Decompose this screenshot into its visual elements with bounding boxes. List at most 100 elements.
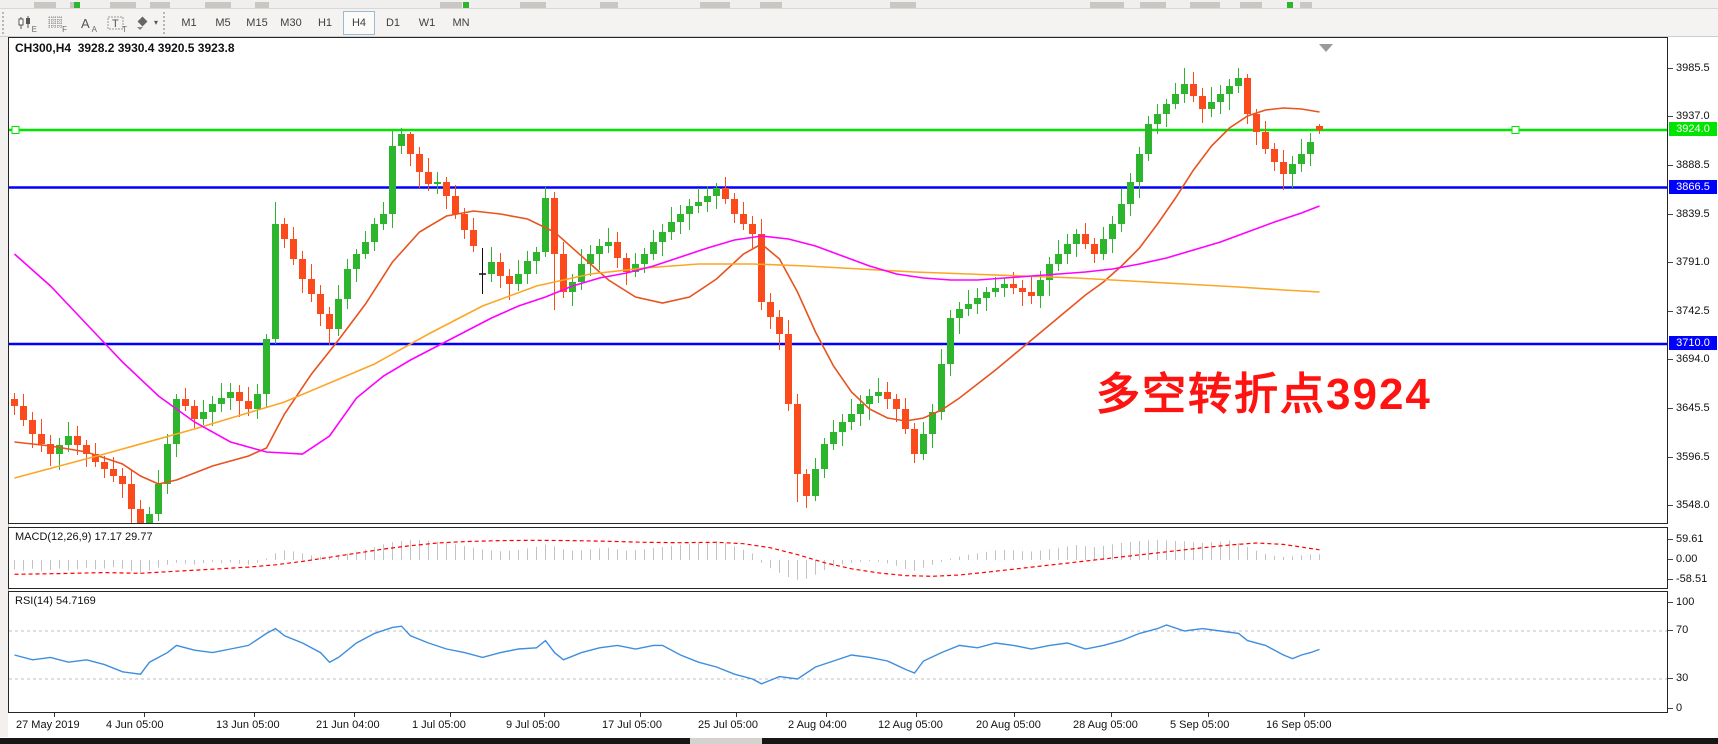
price-tick-3839.5: 3839.5	[1676, 207, 1710, 220]
toolbar-fragment	[255, 2, 269, 8]
timeframe-button-d1[interactable]: D1	[385, 16, 401, 29]
tool-badge: E	[31, 24, 37, 34]
chart-text-annotation[interactable]: 多空转折点3924	[1096, 370, 1432, 419]
time-label: 17 Jul 05:00	[602, 719, 662, 731]
time-tick	[54, 713, 55, 717]
objects-arrows-icon	[136, 16, 148, 30]
price-tick-3791-tick	[1668, 262, 1673, 263]
time-label: 21 Jun 04:00	[316, 719, 380, 731]
macd-tick--58.51-tick	[1668, 578, 1673, 580]
objects-arrows-button[interactable]: ▾	[132, 11, 160, 35]
rsi-tick-30: 30	[1676, 672, 1689, 684]
time-label: 13 Jun 05:00	[216, 719, 280, 731]
macd-indicator-panel[interactable]: MACD(12,26,9) 17.17 29.77	[8, 527, 1668, 589]
tool-badge: A	[91, 24, 97, 34]
timeframe-button-m5[interactable]: M5	[215, 16, 231, 29]
toolbar-fragment	[1190, 2, 1220, 8]
timeframe-button-w1[interactable]: W1	[418, 16, 436, 29]
horizontal-line-objects[interactable]	[9, 126, 1667, 346]
toolbar-grip[interactable]	[163, 11, 172, 34]
ma-slow-magenta	[13, 205, 1320, 455]
rsi-tick-70-tick	[1668, 630, 1673, 631]
toolbar-fragment	[205, 2, 231, 8]
timeframe-button-m1[interactable]: M1	[181, 16, 197, 29]
macd-signal-line	[14, 539, 1320, 577]
price-tag-3710.0: 3710.0	[1669, 336, 1717, 350]
rsi-tick-0-tick	[1668, 708, 1673, 709]
text-annotation-icon: A	[81, 16, 90, 31]
chart-candlestick-button[interactable]: E	[12, 11, 40, 35]
time-tick	[640, 713, 641, 717]
price-chart-panel[interactable]: CH300,H4 3928.2 3930.4 3920.5 3923.8	[8, 37, 1668, 524]
time-label: 16 Sep 05:00	[1266, 719, 1332, 731]
bottom-cut-strip	[0, 738, 1718, 744]
price-tick-3742.5-tick	[1668, 310, 1673, 312]
price-tick-3548: 3548.0	[1676, 499, 1710, 511]
rsi-tick-30-tick	[1668, 678, 1673, 679]
text-label-icon: T	[107, 16, 124, 30]
time-label: 25 Jul 05:00	[698, 719, 758, 731]
time-label: 27 May 2019	[16, 719, 80, 731]
grid-icon	[48, 16, 62, 28]
price-tick-3645.5: 3645.5	[1676, 401, 1710, 414]
time-tick	[254, 713, 255, 717]
toolbar-fragment	[1300, 2, 1312, 8]
toolbar-fragment-green	[74, 2, 80, 8]
bottom-strip-segment	[690, 738, 762, 744]
timeframe-button-m15[interactable]: M15	[246, 16, 268, 29]
time-tick	[144, 713, 145, 717]
toolbar-fragment	[1090, 2, 1124, 8]
macd-tick--58.51: -58.51	[1676, 572, 1708, 585]
rsi-indicator-panel[interactable]: RSI(14) 54.7169	[8, 591, 1668, 713]
ma-fast-red	[14, 107, 1320, 485]
toolbar-fragment	[700, 2, 730, 8]
toolbar-fragment	[34, 2, 56, 8]
timeframe-button-h1[interactable]: H1	[317, 16, 333, 29]
toolbar-fragment	[600, 2, 618, 8]
time-label: 28 Aug 05:00	[1073, 719, 1138, 731]
timeframe-button-m30[interactable]: M30	[280, 16, 302, 29]
toolbar-grip[interactable]	[2, 11, 11, 34]
chart-shift-triangle-icon[interactable]	[1319, 44, 1333, 52]
timeframe-button-group: M1 M5 M15 M30 H1 H4 D1 W1 MN	[172, 10, 478, 35]
time-label: 4 Jun 05:00	[106, 719, 164, 731]
chart-title: CH300,H4 3928.2 3930.4 3920.5 3923.8	[15, 41, 235, 55]
macd-tick-59.61: 59.61	[1676, 532, 1704, 545]
rsi-tick-70: 70	[1676, 624, 1689, 636]
macd-tick-59.61-tick	[1668, 538, 1673, 540]
price-tick-3548-tick	[1668, 505, 1673, 506]
price-tag-3924.0: 3924.0	[1669, 122, 1717, 136]
upper-toolbar-cut-strip	[0, 0, 1718, 9]
toolbar-fragment	[890, 2, 916, 8]
price-tick-3985.5-tick	[1668, 67, 1673, 69]
rsi-line	[14, 624, 1320, 685]
toolbar-fragment	[760, 2, 782, 8]
price-axis[interactable]: 3985.5 3937.0 3888.5 3839.5 3791.0 3742.5 3694…	[1668, 37, 1718, 714]
time-tick	[1111, 713, 1112, 717]
price-chart-canvas[interactable]	[9, 38, 1667, 523]
macd-tick-0.00-tick	[1668, 559, 1673, 560]
time-label: 12 Aug 05:00	[878, 719, 943, 731]
time-axis[interactable]: 27 May 2019 4 Jun 05:00 13 Jun 05:00 21 Jun…	[8, 713, 1668, 737]
time-tick	[1014, 713, 1015, 717]
hline-handle[interactable]	[1511, 126, 1520, 134]
timeframe-button-mn[interactable]: MN	[452, 16, 470, 29]
price-tick-3742.5: 3742.5	[1676, 304, 1710, 317]
rsi-tick-100: 100	[1676, 596, 1695, 608]
rsi-canvas[interactable]	[9, 592, 1667, 712]
chart-candlestick-icon	[18, 15, 30, 29]
toolbar-fragment-green	[1287, 2, 1293, 8]
rsi-tick-0: 0	[1676, 702, 1683, 714]
grid-button[interactable]: F	[42, 11, 70, 35]
price-tick-3888.5-tick	[1668, 164, 1673, 166]
time-label: 2 Aug 04:00	[788, 719, 847, 731]
hline-handle[interactable]	[11, 126, 20, 134]
time-label: 20 Aug 05:00	[976, 719, 1041, 731]
macd-canvas[interactable]	[9, 528, 1667, 588]
time-label: 9 Jul 05:00	[506, 719, 560, 731]
timeframe-button-h4[interactable]: H4	[343, 10, 375, 35]
time-tick	[916, 713, 917, 717]
toolbar-fragment	[440, 2, 462, 8]
